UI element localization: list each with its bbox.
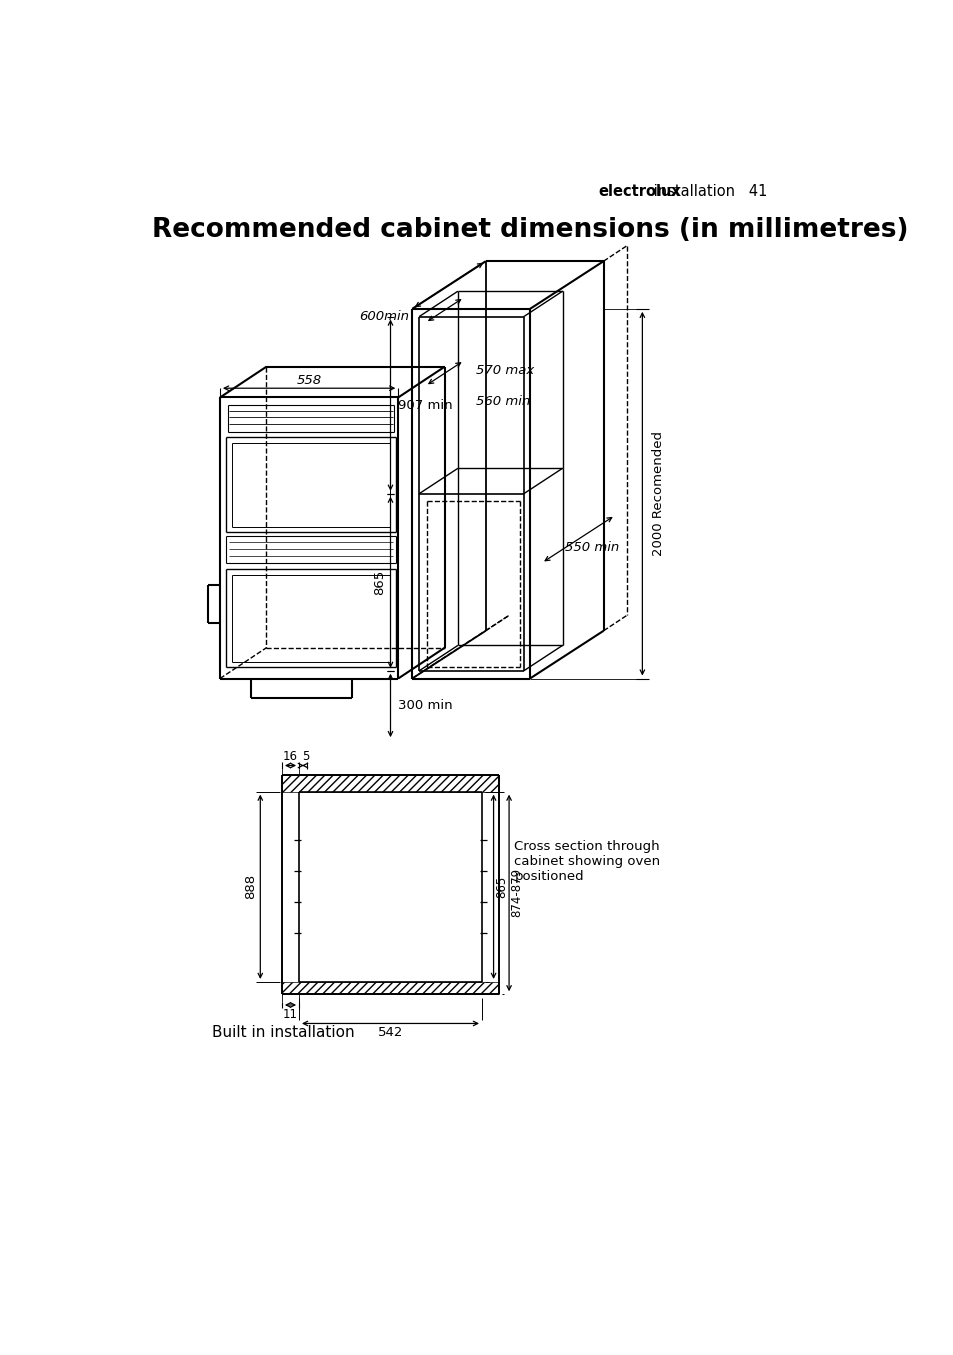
Text: 874-879: 874-879 (510, 869, 523, 917)
Text: 16: 16 (283, 749, 297, 763)
Text: 600min: 600min (359, 310, 409, 322)
Text: 560 min: 560 min (476, 394, 530, 408)
Text: installation   41: installation 41 (649, 184, 767, 199)
Text: 558: 558 (296, 374, 321, 388)
Text: Built in installation: Built in installation (212, 1026, 355, 1041)
Text: Cross section through
cabinet showing oven
positioned: Cross section through cabinet showing ov… (514, 840, 659, 883)
Text: 888: 888 (244, 874, 257, 898)
Text: Recommended cabinet dimensions (in millimetres): Recommended cabinet dimensions (in milli… (152, 217, 907, 244)
Text: electrolux: electrolux (598, 184, 680, 199)
Text: 550 min: 550 min (564, 541, 618, 554)
Text: 570 max: 570 max (476, 364, 534, 377)
Text: 11: 11 (283, 1008, 297, 1020)
Text: 5: 5 (302, 749, 310, 763)
Text: 300 min: 300 min (397, 699, 453, 711)
Text: 865: 865 (374, 569, 386, 595)
Text: 907 min: 907 min (397, 398, 453, 412)
Text: 542: 542 (377, 1026, 403, 1039)
Text: 2000 Recomended: 2000 Recomended (651, 431, 664, 556)
Bar (282, 775, 498, 791)
Bar (282, 982, 498, 995)
Text: 865: 865 (495, 875, 508, 897)
